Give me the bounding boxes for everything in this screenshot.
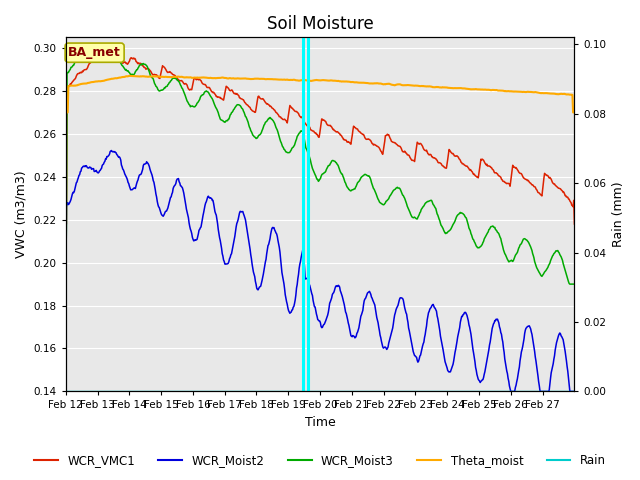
Legend: WCR_VMC1, WCR_Moist2, WCR_Moist3, Theta_moist, Rain: WCR_VMC1, WCR_Moist2, WCR_Moist3, Theta_… — [29, 449, 611, 472]
Y-axis label: Rain (mm): Rain (mm) — [612, 181, 625, 247]
Title: Soil Moisture: Soil Moisture — [267, 15, 373, 33]
Text: BA_met: BA_met — [68, 46, 121, 59]
Y-axis label: VWC (m3/m3): VWC (m3/m3) — [15, 170, 28, 258]
X-axis label: Time: Time — [305, 416, 335, 429]
